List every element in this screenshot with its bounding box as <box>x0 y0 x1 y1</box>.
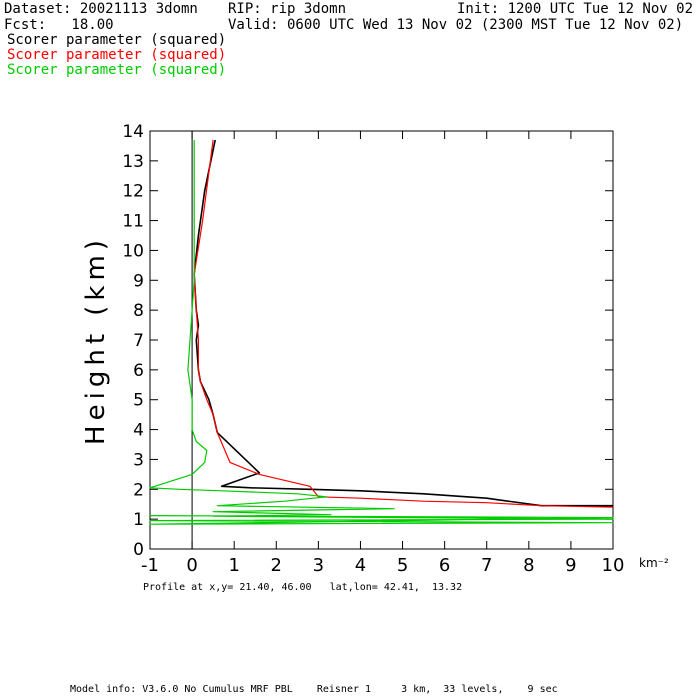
profile-location: Profile at x,y= 21.40, 46.00 lat,lon= 42… <box>143 582 463 593</box>
x-tick-label: 6 <box>439 555 450 576</box>
x-tick-label: 3 <box>313 555 324 576</box>
x-tick-label: 7 <box>481 555 492 576</box>
legend-entry-red: Scorer parameter (squared) <box>7 47 227 63</box>
x-tick-label: 0 <box>186 555 197 576</box>
x-tick-label: -1 <box>141 555 159 576</box>
x-tick-label: 9 <box>565 555 576 576</box>
series-line-1 <box>193 139 614 508</box>
y-tick-label: 2 <box>133 480 144 500</box>
init-label: Init: 1200 UTC Tue 12 Nov 02 <box>457 1 694 17</box>
y-tick-label: 11 <box>122 212 144 232</box>
x-tick-label: 5 <box>397 555 408 576</box>
y-tick-label: 10 <box>122 241 144 261</box>
y-tick-label: 9 <box>133 271 144 291</box>
plot-frame <box>149 130 614 550</box>
model-info: Model info: V3.6.0 No Cumulus MRF PBL Re… <box>70 684 558 695</box>
valid-label: Valid: 0600 UTC Wed 13 Nov 02 (2300 MST … <box>228 17 684 33</box>
y-tick-label: 3 <box>133 450 144 470</box>
series-line-0 <box>193 139 613 507</box>
y-axis-label: Height (km) <box>81 235 111 445</box>
legend-entry-black: Scorer parameter (squared) <box>7 32 227 48</box>
x-tick-label: 10 <box>602 555 625 576</box>
y-tick-label: 14 <box>122 122 144 142</box>
y-tick-label: 8 <box>133 301 144 321</box>
y-tick-label: 12 <box>122 182 144 202</box>
y-tick-label: 5 <box>133 391 144 411</box>
y-tick-label: 4 <box>133 421 144 441</box>
x-tick-label: 2 <box>271 555 282 576</box>
y-tick-label: 0 <box>133 540 144 560</box>
y-tick-label: 7 <box>133 331 144 351</box>
x-tick-label: 1 <box>228 555 239 576</box>
fcst-label: Fcst: 18.00 <box>4 17 114 33</box>
x-tick-label: 4 <box>355 555 366 576</box>
x-tick-label: 8 <box>523 555 534 576</box>
series-line-2 <box>149 140 614 525</box>
dataset-label: Dataset: 20021113 3domn <box>4 1 198 17</box>
x-axis-label: km⁻² <box>639 556 669 570</box>
y-tick-label: 6 <box>133 361 144 381</box>
y-tick-label: 13 <box>122 152 144 172</box>
legend-entry-green: Scorer parameter (squared) <box>7 62 227 78</box>
rip-label: RIP: rip 3domn <box>228 1 347 17</box>
y-tick-label: 1 <box>133 510 144 530</box>
